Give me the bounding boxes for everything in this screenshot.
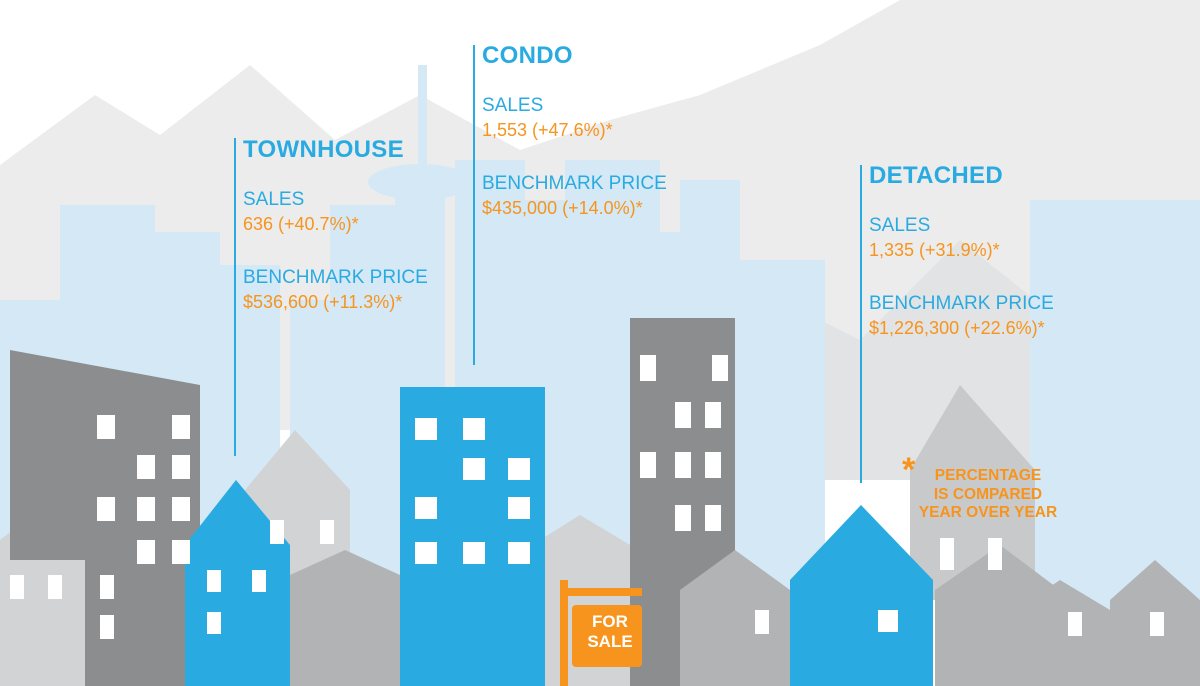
footnote-marker: * — [902, 451, 916, 489]
footnote-line: IS COMPARED — [933, 485, 1043, 503]
divider — [234, 138, 236, 456]
footnote-line: PERCENTAGE — [934, 467, 1042, 484]
stat-label: BENCHMARK PRICE — [243, 267, 428, 288]
stat-value: 1,553 (+47.6%)* — [482, 120, 613, 140]
stat-value: 1,335 (+31.9%)* — [869, 240, 1000, 260]
windows — [10, 355, 1164, 639]
detached-stats: DETACHED SALES 1,335 (+31.9%)* BENCHMARK… — [869, 162, 1054, 340]
stat-value: $536,600 (+11.3%)* — [243, 292, 403, 312]
section-title: CONDO — [482, 42, 573, 69]
sign-line: SALE — [587, 632, 633, 651]
stat-value: $1,226,300 (+22.6%)* — [869, 318, 1045, 338]
stat-value: $435,000 (+14.0%)* — [482, 198, 643, 218]
divider — [860, 165, 862, 483]
houses-mid — [290, 545, 1200, 686]
stat-label: BENCHMARK PRICE — [869, 293, 1054, 314]
stat-label: SALES — [482, 95, 544, 116]
section-title: TOWNHOUSE — [243, 136, 404, 163]
stat-label: SALES — [243, 189, 305, 210]
townhouse-stats: TOWNHOUSE SALES 636 (+40.7%)* BENCHMARK … — [243, 136, 428, 314]
stat-label: BENCHMARK PRICE — [482, 173, 667, 194]
stat-value: 636 (+40.7%)* — [243, 214, 359, 234]
sign-line: FOR — [592, 612, 628, 631]
footnote-line: YEAR OVER YEAR — [918, 504, 1058, 521]
divider — [473, 45, 475, 365]
condo-stats: CONDO SALES 1,553 (+47.6%)* BENCHMARK PR… — [482, 42, 667, 220]
section-title: DETACHED — [869, 162, 1003, 189]
for-sale-sign — [560, 580, 642, 686]
sign-text: FOR SALE — [575, 612, 645, 652]
stat-label: SALES — [869, 215, 931, 236]
